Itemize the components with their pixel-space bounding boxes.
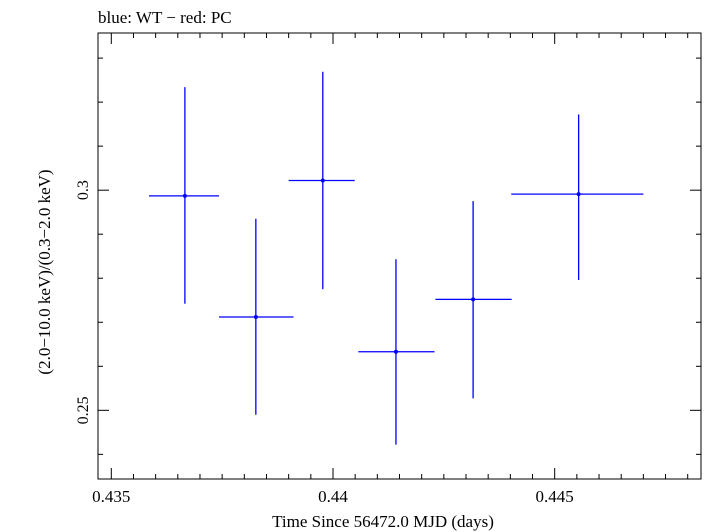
data-point	[435, 201, 512, 399]
y-tick-label: 0.3	[75, 180, 92, 200]
data-point	[511, 114, 644, 280]
chart-title: blue: WT − red: PC	[98, 8, 232, 27]
x-tick-label: 0.445	[536, 487, 574, 506]
data-point	[288, 71, 355, 290]
data-point	[358, 259, 435, 445]
y-tick-label: 0.25	[75, 396, 92, 424]
x-tick-label: 0.44	[318, 487, 348, 506]
point-marker	[471, 297, 476, 302]
point-marker	[576, 192, 581, 197]
data-point	[219, 218, 294, 415]
data-series	[148, 71, 644, 445]
point-marker	[320, 178, 325, 183]
point-marker	[182, 193, 187, 198]
point-marker	[253, 314, 258, 319]
x-axis: 0.435 0.44 0.445	[92, 33, 689, 506]
x-axis-label: Time Since 56472.0 MJD (days)	[272, 512, 494, 531]
point-marker	[393, 349, 398, 354]
y-axis-label: (2.0−10.0 keV)/(0.3−2.0 keV)	[35, 169, 54, 374]
x-tick-label: 0.435	[92, 487, 130, 506]
plot-frame	[97, 32, 702, 480]
y-axis: 0.25 0.3	[75, 57, 701, 455]
data-point	[148, 87, 220, 304]
